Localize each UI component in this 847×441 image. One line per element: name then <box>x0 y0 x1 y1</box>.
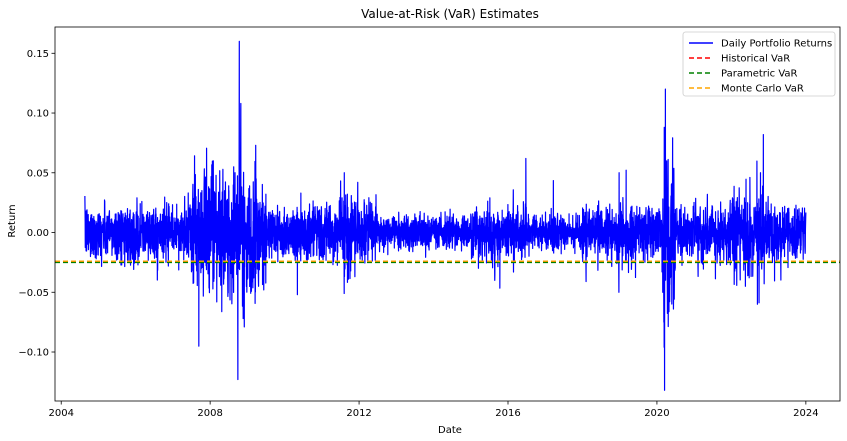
y-axis: 0.15 0.10 0.05 0.00 −0.05 −0.10 <box>18 49 55 359</box>
series-layer <box>84 40 807 391</box>
legend-label: Parametric VaR <box>721 69 798 80</box>
returns-series-line <box>84 40 807 391</box>
legend-label: Monte Carlo VaR <box>721 84 804 95</box>
y-tick-label: −0.05 <box>18 288 49 299</box>
y-axis-label: Return <box>7 204 18 237</box>
chart-title: Value-at-Risk (VaR) Estimates <box>361 7 539 21</box>
plot-frame <box>54 26 841 402</box>
x-axis: 2004 2008 2012 2016 2020 2024 <box>48 401 819 419</box>
y-tick-label: −0.10 <box>18 348 49 359</box>
x-tick-label: 2024 <box>793 408 818 419</box>
x-tick-label: 2016 <box>495 408 520 419</box>
y-tick-label: 0.00 <box>27 228 49 239</box>
legend-label: Daily Portfolio Returns <box>721 39 832 50</box>
x-tick-label: 2012 <box>346 408 371 419</box>
legend-label: Historical VaR <box>721 54 790 65</box>
y-tick-label: 0.05 <box>27 168 49 179</box>
x-tick-label: 2020 <box>644 408 669 419</box>
x-tick-label: 2008 <box>197 408 222 419</box>
x-axis-label: Date <box>438 425 462 436</box>
y-tick-label: 0.15 <box>27 49 49 60</box>
x-tick-label: 2004 <box>48 408 73 419</box>
y-tick-label: 0.10 <box>27 109 49 120</box>
var-lines-layer <box>55 260 840 264</box>
legend-box <box>682 31 836 97</box>
legend: Daily Portfolio Returns Historical VaR Par… <box>682 31 836 97</box>
